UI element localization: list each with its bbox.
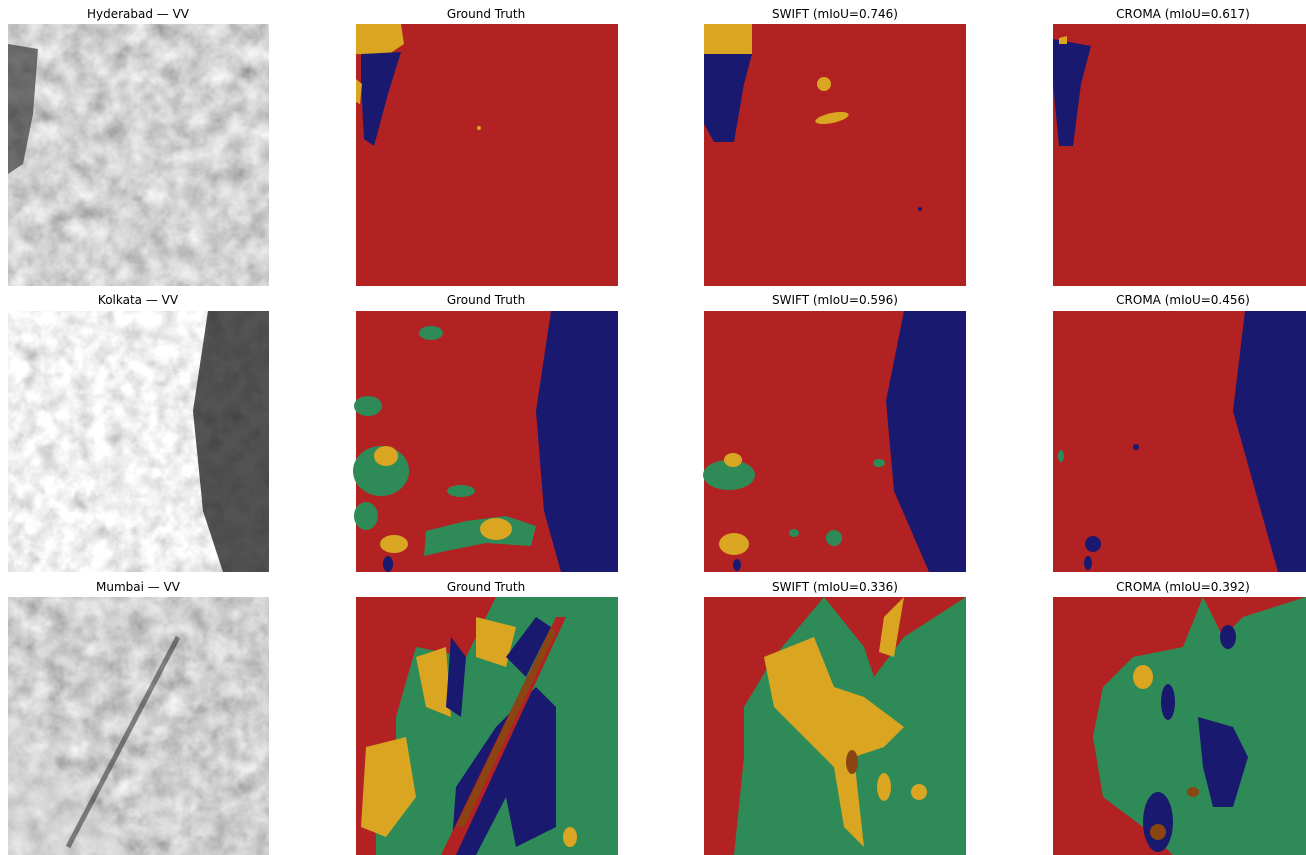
region (846, 750, 858, 774)
region (419, 326, 443, 340)
panel-title: SWIFT (mIoU=0.746) (772, 7, 898, 21)
region (1133, 665, 1153, 689)
region (480, 518, 512, 540)
region (380, 535, 408, 553)
mask-croma (1053, 24, 1306, 286)
region (704, 24, 752, 54)
sar-image (8, 24, 269, 286)
region (918, 207, 922, 211)
region (1143, 792, 1173, 852)
region (1133, 444, 1139, 450)
region (354, 502, 378, 530)
mask-swift (704, 24, 966, 286)
panel-title: Ground Truth (447, 580, 525, 594)
region (1084, 556, 1092, 570)
region (374, 446, 398, 466)
region (1053, 24, 1306, 286)
region (383, 556, 393, 572)
region (354, 396, 382, 416)
region (477, 126, 481, 130)
panel-title: SWIFT (mIoU=0.336) (772, 580, 898, 594)
region (1161, 684, 1175, 720)
panel-title: CROMA (mIoU=0.617) (1116, 7, 1250, 21)
panel-title: Kolkata — VV (98, 293, 179, 307)
region (1085, 536, 1101, 552)
panel-title: SWIFT (mIoU=0.596) (772, 293, 898, 307)
region (1187, 787, 1199, 797)
mask-ground-truth (356, 597, 618, 855)
mask-ground-truth (353, 311, 618, 572)
figure: Hyderabad — VV Ground Truth SWIFT (mIoU=… (0, 0, 1306, 855)
region (563, 827, 577, 847)
region (817, 77, 831, 91)
region (789, 529, 799, 537)
sar-image (8, 311, 269, 572)
region (733, 559, 741, 571)
mask-swift (703, 311, 966, 572)
region (826, 530, 842, 546)
sar-image (8, 597, 269, 855)
region (8, 24, 269, 286)
region (719, 533, 749, 555)
region (911, 784, 927, 800)
region (1058, 450, 1064, 462)
region (877, 773, 891, 801)
region (873, 459, 885, 467)
mask-ground-truth (356, 24, 618, 286)
panel-title: Mumbai — VV (96, 580, 181, 594)
panel-title: CROMA (mIoU=0.392) (1116, 580, 1250, 594)
region (1220, 625, 1236, 649)
panel-title: Ground Truth (447, 293, 525, 307)
panel-title: CROMA (mIoU=0.456) (1116, 293, 1250, 307)
panel-title: Ground Truth (447, 7, 525, 21)
mask-swift (704, 597, 966, 855)
mask-croma (1053, 311, 1306, 572)
region (1150, 824, 1166, 840)
region (724, 453, 742, 467)
mask-croma (1053, 597, 1306, 855)
panel-title: Hyderabad — VV (87, 7, 190, 21)
region (447, 485, 475, 497)
